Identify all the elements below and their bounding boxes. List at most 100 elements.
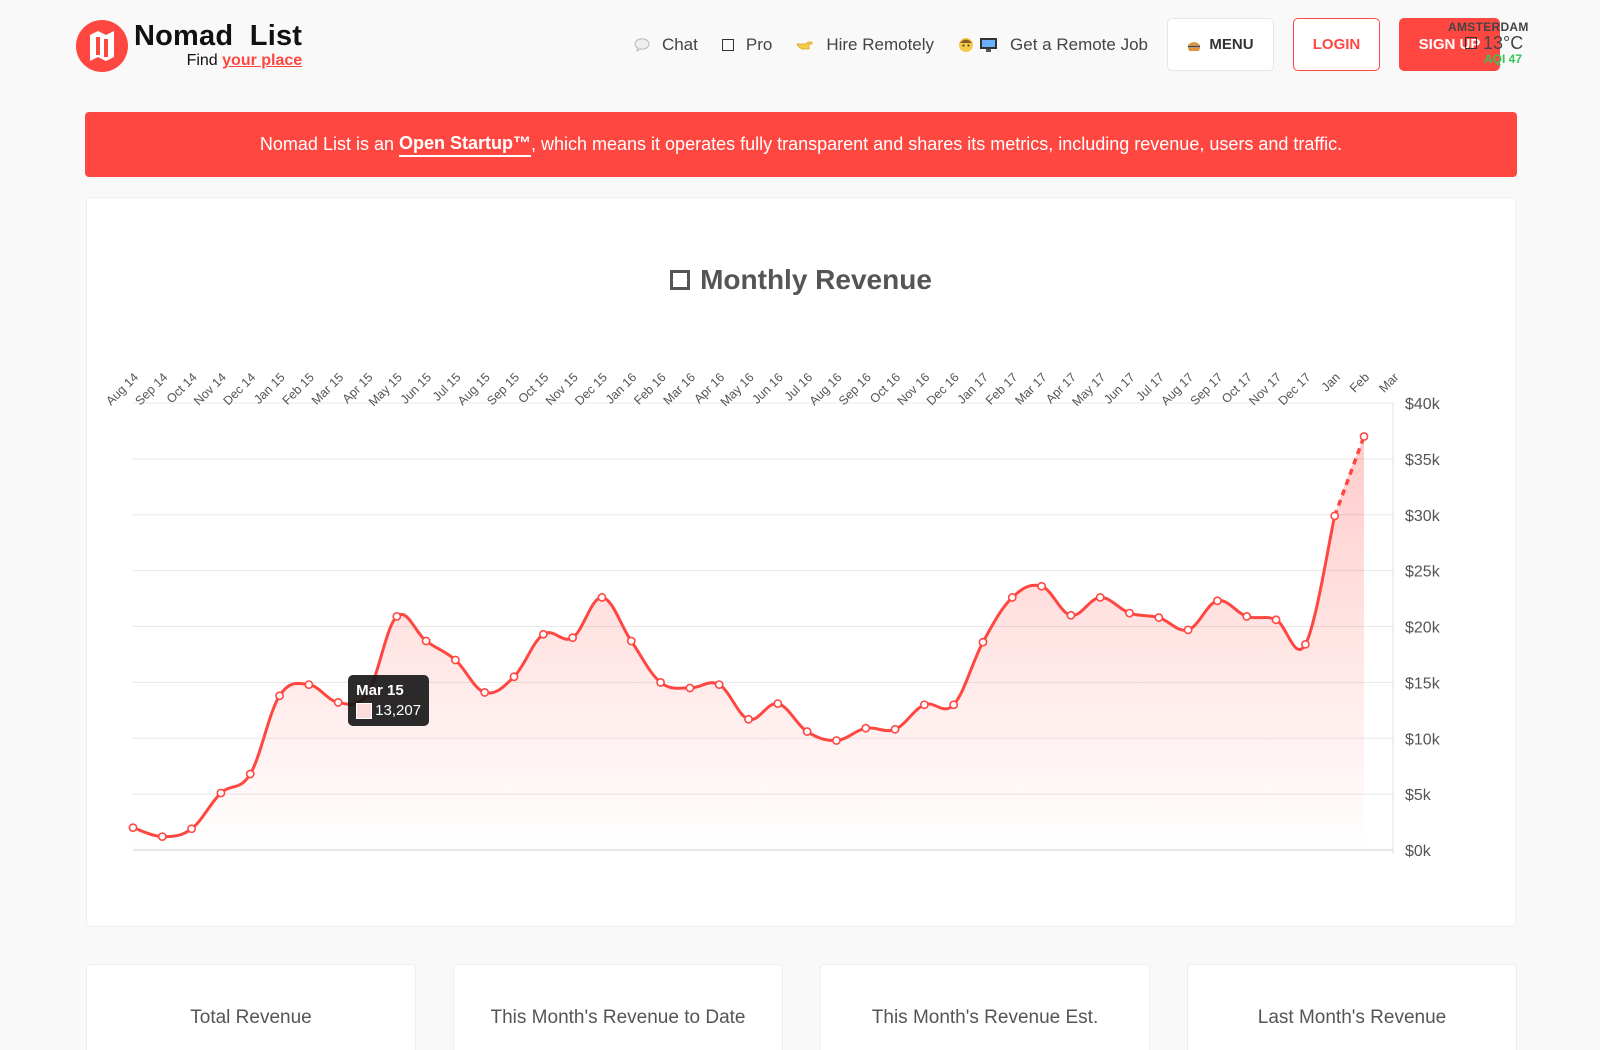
x-tick-label: Feb 15 <box>280 370 317 407</box>
data-point <box>919 700 929 710</box>
stat-label: Total Revenue <box>190 1007 312 1028</box>
data-point <box>157 832 167 841</box>
nav-pro-label: Pro <box>745 34 773 54</box>
weather-box-icon <box>1465 37 1477 49</box>
data-point <box>832 736 841 745</box>
nav-job-label: Get a Remote Job <box>1010 34 1148 54</box>
x-tick-label: Dec 15 <box>572 370 610 408</box>
menu-button[interactable]: MENU <box>1167 18 1274 71</box>
data-point <box>1359 432 1369 441</box>
nav-chat[interactable]: Chat <box>634 35 698 55</box>
x-tick-label: Sep 14 <box>133 370 171 408</box>
data-point <box>1300 639 1310 649</box>
logo[interactable]: Nomad List Find your place <box>76 20 302 72</box>
stat-last-month: Last Month's Revenue <box>1187 964 1517 1050</box>
x-tick-label: Dec 14 <box>220 370 258 408</box>
weather-widget[interactable]: AMSTERDAM 13°C AQI 47 <box>1448 20 1538 66</box>
x-tick-label: Sep 16 <box>836 370 874 408</box>
nav-pro[interactable]: Pro <box>721 34 773 55</box>
data-point <box>538 629 548 639</box>
revenue-chart-card: Monthly Revenue $0k $5k $10k $15k $20k $25k $3… <box>86 197 1516 927</box>
tagline-prefix: Find <box>186 52 223 69</box>
brand-tagline: Find your place <box>134 52 303 70</box>
stat-month-estimate: This Month's Revenue Est. <box>820 964 1150 1050</box>
stat-label: Last Month's Revenue <box>1257 1007 1447 1028</box>
banner-text-after: , which means it operates fully transpar… <box>531 134 1343 154</box>
data-point <box>714 680 724 690</box>
x-tick-label: Sep 15 <box>484 370 522 408</box>
tooltip-label: Mar 15 <box>356 682 404 700</box>
data-point <box>1242 612 1252 621</box>
data-point <box>1066 610 1076 620</box>
weather-temp: 13°C <box>1465 34 1538 52</box>
x-tick-label: Jan <box>1319 370 1343 394</box>
data-point <box>1007 593 1017 602</box>
data-point <box>216 788 226 798</box>
y-tick-label: $10k <box>1405 731 1441 748</box>
data-point <box>421 636 431 646</box>
y-tick-label: $20k <box>1405 620 1441 637</box>
chart-tooltip: Mar 15 13,207 <box>348 675 430 727</box>
top-nav: Chat Pro Hire Remotely Get a Remote Job … <box>610 18 1500 71</box>
login-button[interactable]: LOGIN <box>1293 18 1380 71</box>
data-point <box>1125 608 1134 618</box>
y-tick-label: $25k <box>1405 564 1441 581</box>
data-point <box>1095 593 1105 602</box>
data-point <box>245 769 255 779</box>
y-tick-label: $0k <box>1405 843 1432 860</box>
nav-remote-job[interactable]: Get a Remote Job <box>958 35 1148 55</box>
data-point <box>509 672 519 682</box>
x-tick-label: Feb 16 <box>631 370 668 407</box>
data-point <box>978 637 988 647</box>
data-point <box>890 724 900 734</box>
y-tick-label: $30k <box>1405 508 1441 525</box>
data-point <box>275 691 284 701</box>
data-point <box>1271 615 1281 625</box>
x-tick-label: Dec 17 <box>1276 370 1314 408</box>
y-tick-label: $35k <box>1405 452 1441 469</box>
stat-total-revenue: Total Revenue <box>86 964 416 1050</box>
nav-chat-label: Chat <box>661 34 698 54</box>
tooltip-swatch <box>356 702 373 719</box>
x-tick-label: Dec 16 <box>924 370 962 408</box>
weather-aqi: AQI 47 <box>1484 52 1523 66</box>
tagline-emphasis: your place <box>222 52 303 69</box>
data-point <box>333 698 343 707</box>
stat-label: This Month's Revenue to Date <box>490 1007 746 1028</box>
x-tick-label: Feb 17 <box>983 370 1020 407</box>
pointing-hand-icon <box>796 39 814 51</box>
open-startup-link[interactable]: Open Startup™ <box>398 133 531 157</box>
revenue-projection-line <box>1333 435 1366 517</box>
data-point <box>773 699 783 709</box>
data-point <box>949 700 959 710</box>
burger-icon <box>1187 39 1201 51</box>
data-point <box>480 688 490 697</box>
stat-label: This Month's Revenue Est. <box>871 1007 1099 1028</box>
x-tick-label: Mar <box>1376 370 1401 395</box>
data-point <box>451 655 460 665</box>
chart-title: Monthly Revenue <box>87 264 1515 296</box>
menu-label: MENU <box>1209 36 1254 53</box>
data-point <box>1037 581 1046 591</box>
x-tick-label: Jun 17 <box>1101 370 1137 406</box>
data-point <box>1330 511 1340 521</box>
data-point <box>656 677 665 687</box>
signup-button[interactable]: SIGN UP <box>1399 18 1500 71</box>
data-point <box>626 636 636 646</box>
data-point <box>1183 625 1193 635</box>
data-point <box>861 723 871 733</box>
data-point <box>128 823 138 833</box>
x-tick-label: Mar 17 <box>1012 370 1049 407</box>
y-tick-label: $15k <box>1405 675 1441 692</box>
data-point <box>744 714 753 724</box>
speech-bubble-icon <box>634 37 650 52</box>
x-tick-label: Feb <box>1347 370 1372 395</box>
data-point <box>597 593 607 602</box>
y-tick-label: $5k <box>1405 787 1432 804</box>
chart-title-text: Monthly Revenue <box>700 264 932 295</box>
data-point <box>1154 613 1164 622</box>
x-tick-label: Sep 17 <box>1188 370 1226 408</box>
stat-month-to-date: This Month's Revenue to Date <box>453 964 783 1050</box>
nav-hire-remotely[interactable]: Hire Remotely <box>796 35 934 55</box>
